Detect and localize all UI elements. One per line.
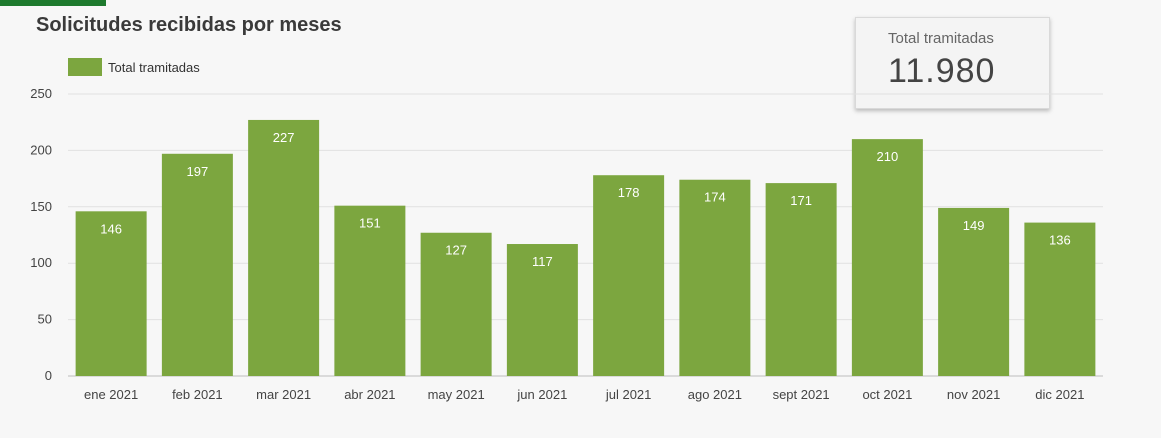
header-accent-bar xyxy=(0,0,106,6)
bar-value-label: 136 xyxy=(1049,233,1071,248)
bar-value-label: 149 xyxy=(963,218,985,233)
bar-value-label: 171 xyxy=(790,193,812,208)
y-tick-label: 0 xyxy=(45,368,52,383)
bar-value-label: 197 xyxy=(187,164,209,179)
x-tick-label: mar 2021 xyxy=(256,387,311,402)
bar xyxy=(506,244,578,376)
bar-value-label: 146 xyxy=(100,221,122,236)
bar-value-label: 174 xyxy=(704,190,726,205)
y-tick-label: 50 xyxy=(38,312,52,327)
x-tick-label: ene 2021 xyxy=(84,387,138,402)
y-tick-label: 250 xyxy=(30,86,52,101)
bar xyxy=(161,153,233,376)
x-tick-label: ago 2021 xyxy=(688,387,742,402)
kpi-label: Total tramitadas xyxy=(888,30,994,47)
x-tick-label: jun 2021 xyxy=(516,387,567,402)
bar xyxy=(420,232,492,376)
bar-value-label: 127 xyxy=(445,243,467,258)
chart-legend: Total tramitadas xyxy=(68,58,200,76)
x-tick-label: dic 2021 xyxy=(1035,387,1084,402)
y-tick-label: 150 xyxy=(30,199,52,214)
x-tick-label: sept 2021 xyxy=(773,387,830,402)
x-tick-label: jul 2021 xyxy=(605,387,652,402)
chart-title: Solicitudes recibidas por meses xyxy=(36,14,342,36)
bar-value-label: 210 xyxy=(877,149,899,164)
bar xyxy=(1024,222,1096,376)
bar-value-label: 151 xyxy=(359,216,381,231)
bar xyxy=(938,207,1010,376)
x-tick-label: nov 2021 xyxy=(947,387,1001,402)
bar-value-label: 178 xyxy=(618,185,640,200)
x-tick-label: abr 2021 xyxy=(344,387,395,402)
x-tick-label: feb 2021 xyxy=(172,387,223,402)
bar xyxy=(75,211,147,376)
bar xyxy=(334,205,406,376)
x-tick-label: oct 2021 xyxy=(862,387,912,402)
bar xyxy=(679,179,751,376)
bar xyxy=(765,183,837,376)
bar-value-label: 117 xyxy=(532,254,553,269)
y-tick-label: 200 xyxy=(30,142,52,157)
y-tick-label: 100 xyxy=(30,255,52,270)
bar xyxy=(593,175,665,376)
x-tick-label: may 2021 xyxy=(428,387,485,402)
legend-label: Total tramitadas xyxy=(108,59,200,75)
bar xyxy=(851,139,923,376)
kpi-value: 11.980 xyxy=(888,52,996,90)
bar-value-label: 227 xyxy=(273,130,295,145)
bar xyxy=(248,119,320,376)
legend-swatch xyxy=(68,58,102,76)
